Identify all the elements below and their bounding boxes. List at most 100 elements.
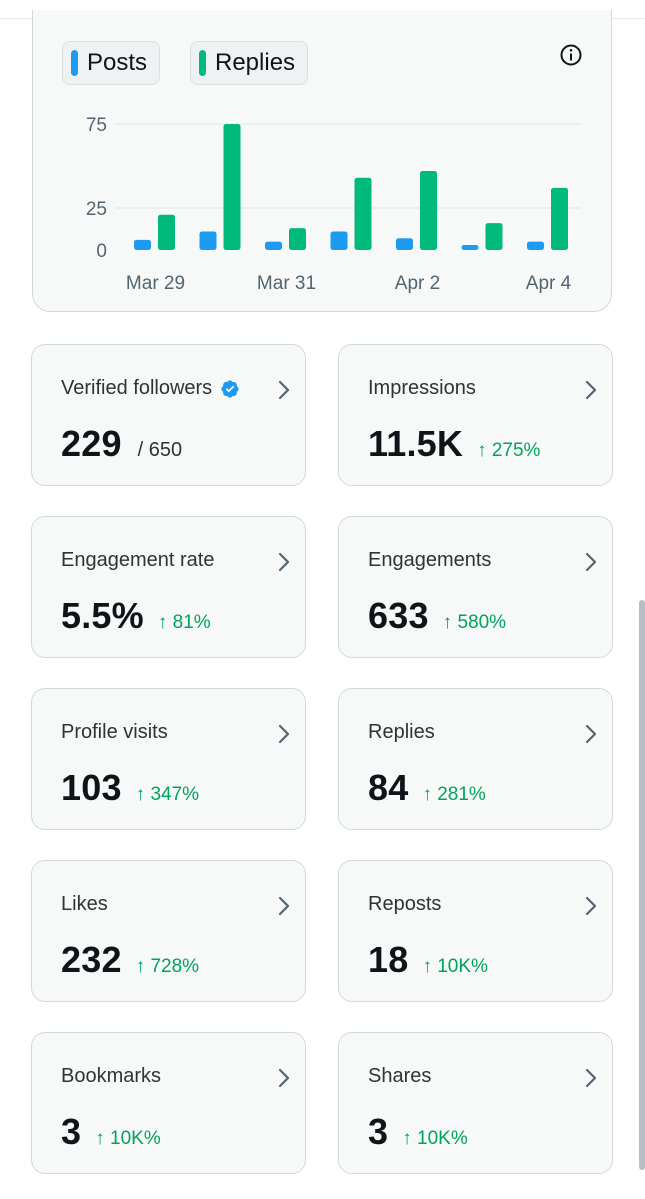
metric-value-row: 5.5% ↑ 81% [61, 595, 211, 637]
legend-posts-swatch [71, 50, 78, 76]
bar-replies-mar-30[interactable] [223, 124, 241, 250]
bar-posts-apr-2[interactable] [396, 238, 413, 250]
chevron-right-icon[interactable] [584, 379, 598, 401]
metric-label: Profile visits [61, 721, 168, 744]
metric-label: Verified followers [61, 377, 240, 400]
metric-label-text: Profile visits [61, 721, 168, 743]
metric-card-replies[interactable]: Replies 84 ↑ 281% [338, 688, 613, 830]
metric-change: ↑ 10K% [95, 1128, 161, 1149]
metric-value-row: 103 ↑ 347% [61, 767, 199, 809]
verified-badge-icon [221, 379, 239, 398]
bar-replies-apr-4[interactable] [551, 187, 568, 250]
info-icon[interactable] [559, 43, 583, 67]
metric-label-text: Impressions [368, 377, 476, 399]
metric-label: Engagement rate [61, 549, 214, 572]
metric-card-profile-visits[interactable]: Profile visits 103 ↑ 347% [31, 688, 306, 830]
metric-change: ↑ 275% [477, 440, 541, 461]
metric-value-row: 633 ↑ 580% [368, 595, 506, 637]
metric-label: Shares [368, 1065, 431, 1088]
metric-label: Impressions [368, 377, 476, 400]
y-tick-label: 0 [96, 241, 107, 262]
metric-label: Likes [61, 893, 108, 916]
metric-value: 18 [368, 939, 409, 980]
chevron-right-icon[interactable] [277, 379, 291, 401]
metric-value: 3 [61, 1111, 82, 1152]
activity-chart-card: 0 25 75 Mar 29 Mar 31 Apr 2 Apr 4 Posts Replie… [32, 10, 612, 312]
chevron-right-icon[interactable] [277, 1067, 291, 1089]
legend-replies-label: Replies [215, 49, 296, 76]
metric-card-shares[interactable]: Shares 3 ↑ 10K% [338, 1032, 613, 1174]
metric-label-text: Verified followers [61, 377, 213, 399]
legend-replies-chip[interactable]: Replies [190, 41, 309, 85]
chevron-right-icon[interactable] [277, 723, 291, 745]
metric-card-engagements[interactable]: Engagements 633 ↑ 580% [338, 516, 613, 658]
metric-change: ↑ 580% [442, 612, 507, 633]
metric-card-verified-followers[interactable]: Verified followers 229 / 650 [31, 344, 306, 486]
metric-card-reposts[interactable]: Reposts 18 ↑ 10K% [338, 860, 613, 1002]
metric-change: ↑ 347% [135, 784, 200, 805]
chevron-right-icon[interactable] [584, 895, 598, 917]
metric-value: 84 [368, 767, 409, 808]
y-tick-label: 75 [86, 115, 107, 136]
bar-posts-apr-1[interactable] [330, 231, 348, 250]
metric-card-bookmarks[interactable]: Bookmarks 3 ↑ 10K% [31, 1032, 306, 1174]
y-tick-label: 25 [86, 199, 107, 220]
x-tick-label: Mar 31 [257, 273, 316, 294]
bar-replies-apr-3[interactable] [485, 223, 503, 250]
bar-posts-apr-3[interactable] [461, 244, 479, 250]
metric-change: ↑ 10K% [422, 956, 488, 977]
chevron-right-icon[interactable] [277, 551, 291, 573]
bar-replies-mar-31[interactable] [289, 228, 306, 250]
metric-value-row: 11.5K ↑ 275% [368, 423, 540, 465]
chevron-right-icon[interactable] [584, 551, 598, 573]
metric-change: ↑ 10K% [402, 1128, 468, 1149]
metric-label-text: Engagements [368, 549, 492, 571]
metric-change: ↑ 728% [135, 956, 200, 977]
metric-value: 5.5% [61, 595, 144, 636]
chevron-right-icon[interactable] [584, 1067, 598, 1089]
metric-value-row: 3 ↑ 10K% [368, 1111, 468, 1153]
scrollbar[interactable] [639, 600, 645, 1170]
bar-replies-apr-1[interactable] [354, 177, 372, 250]
metric-card-impressions[interactable]: Impressions 11.5K ↑ 275% [338, 344, 613, 486]
bar-posts-apr-4[interactable] [527, 241, 544, 250]
metric-value: 229 [61, 423, 122, 464]
metric-value: 103 [61, 767, 122, 808]
metric-value-row: 229 / 650 [61, 423, 182, 465]
metric-value-row: 84 ↑ 281% [368, 767, 486, 809]
metric-value: 232 [61, 939, 122, 980]
x-tick-label: Mar 29 [126, 273, 185, 294]
legend-posts-chip[interactable]: Posts [62, 41, 161, 85]
metric-label: Replies [368, 721, 435, 744]
metric-label-text: Reposts [368, 893, 442, 915]
metric-card-engagement-rate[interactable]: Engagement rate 5.5% ↑ 81% [31, 516, 306, 658]
metric-label-text: Likes [61, 893, 108, 915]
metric-label-text: Replies [368, 721, 435, 743]
bar-replies-apr-2[interactable] [420, 171, 437, 250]
metric-value-row: 232 ↑ 728% [61, 939, 199, 981]
metric-label: Bookmarks [61, 1065, 161, 1088]
metric-value: 633 [368, 595, 429, 636]
metric-change: ↑ 81% [157, 612, 211, 633]
metric-value-row: 18 ↑ 10K% [368, 939, 488, 981]
metric-value: 3 [368, 1111, 389, 1152]
chevron-right-icon[interactable] [584, 723, 598, 745]
chevron-right-icon[interactable] [277, 895, 291, 917]
legend-posts-label: Posts [87, 49, 148, 76]
bar-replies-mar-29[interactable] [158, 214, 175, 250]
metric-label: Reposts [368, 893, 441, 916]
metric-total: / 650 [137, 439, 183, 461]
metric-value-row: 3 ↑ 10K% [61, 1111, 161, 1153]
x-tick-label: Apr 4 [526, 273, 572, 294]
bar-posts-mar-31[interactable] [265, 241, 282, 250]
metric-change: ↑ 281% [422, 784, 486, 805]
metric-card-likes[interactable]: Likes 232 ↑ 728% [31, 860, 306, 1002]
x-tick-label: Apr 2 [395, 273, 440, 294]
bar-posts-mar-30[interactable] [199, 231, 217, 250]
metric-value: 11.5K [368, 423, 464, 464]
metric-label-text: Bookmarks [61, 1065, 162, 1087]
bar-posts-mar-29[interactable] [134, 239, 151, 250]
metric-label: Engagements [368, 549, 491, 572]
metric-label-text: Shares [368, 1065, 432, 1087]
metric-label-text: Engagement rate [61, 549, 215, 571]
